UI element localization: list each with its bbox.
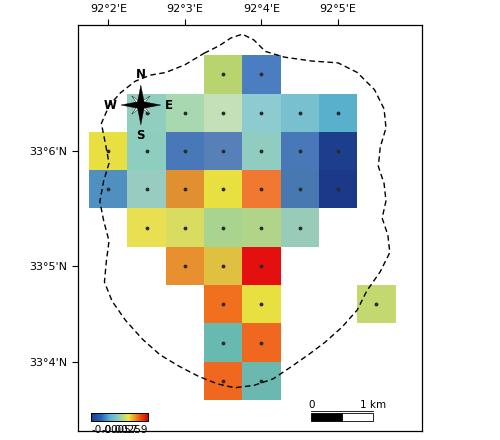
Text: N: N [136, 68, 146, 81]
Text: 0: 0 [308, 400, 314, 411]
Bar [242, 323, 281, 362]
Bar [242, 170, 281, 209]
Bar [204, 247, 242, 285]
Text: -0.00057: -0.00057 [91, 425, 138, 435]
Bar [280, 94, 319, 132]
Bar [204, 323, 242, 362]
Bar [128, 132, 166, 170]
Polygon shape [138, 85, 144, 105]
Bar [242, 94, 281, 132]
Bar [91, 413, 148, 421]
Bar [358, 285, 396, 323]
Bar [128, 209, 166, 247]
Polygon shape [138, 105, 144, 125]
Bar [204, 55, 242, 94]
Bar [89, 170, 128, 209]
Bar [166, 170, 204, 209]
Bar [204, 132, 242, 170]
Bar [280, 170, 319, 209]
Text: S: S [136, 129, 145, 142]
Polygon shape [132, 103, 142, 114]
Bar [319, 170, 358, 209]
Bar [166, 209, 204, 247]
Polygon shape [140, 96, 150, 106]
Polygon shape [141, 102, 161, 109]
Bar [242, 285, 281, 323]
Bar [312, 413, 342, 421]
Polygon shape [140, 103, 150, 114]
Bar [89, 132, 128, 170]
Bar [166, 94, 204, 132]
Polygon shape [121, 102, 141, 109]
Bar [319, 94, 358, 132]
Text: W: W [104, 99, 117, 111]
Bar [128, 94, 166, 132]
Bar [242, 55, 281, 94]
Bar [280, 209, 319, 247]
Bar [319, 132, 358, 170]
Bar [166, 132, 204, 170]
Polygon shape [132, 96, 142, 106]
Bar [204, 94, 242, 132]
Text: 1 km: 1 km [360, 400, 386, 411]
Bar [342, 413, 372, 421]
Bar [128, 170, 166, 209]
Bar [204, 285, 242, 323]
Text: E: E [164, 99, 172, 111]
Bar [280, 132, 319, 170]
Bar [242, 209, 281, 247]
Bar [166, 247, 204, 285]
Bar [204, 209, 242, 247]
Bar [242, 132, 281, 170]
Text: -0.00259: -0.00259 [102, 425, 148, 435]
Bar [204, 362, 242, 400]
Bar [242, 247, 281, 285]
Bar [242, 362, 281, 400]
Bar [204, 170, 242, 209]
